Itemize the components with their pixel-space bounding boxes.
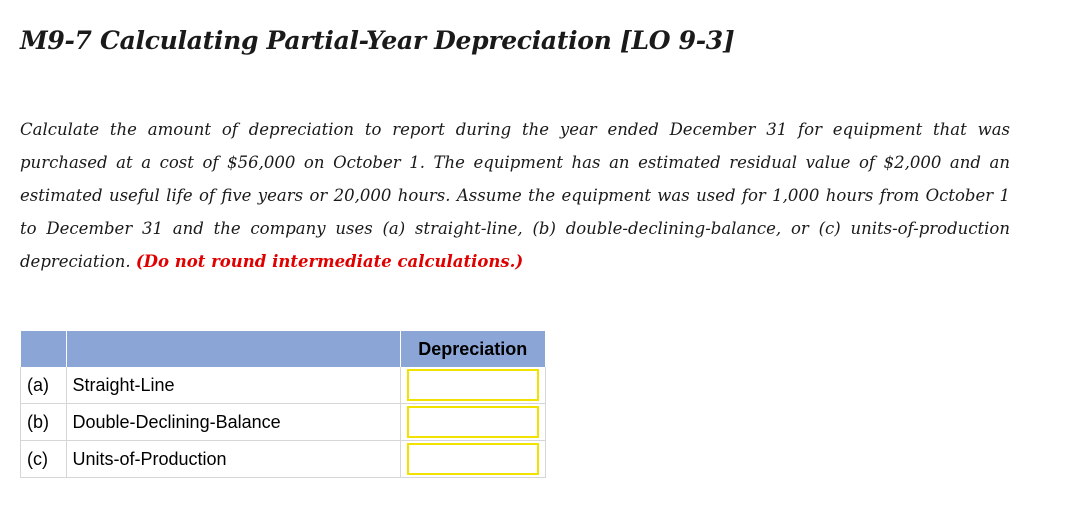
units-of-production-depreciation-input[interactable] bbox=[406, 443, 539, 475]
depreciation-cell bbox=[399, 403, 546, 441]
row-letter: (a) bbox=[20, 367, 66, 404]
rounding-note: (Do not round intermediate calculations.… bbox=[135, 252, 524, 271]
header-letter bbox=[20, 331, 67, 367]
depreciation-cell bbox=[399, 367, 546, 404]
question-prompt: Calculate the amount of depreciation to … bbox=[20, 113, 1010, 278]
row-method: Double-Declining-Balance bbox=[65, 403, 400, 441]
double-declining-balance-depreciation-input[interactable] bbox=[406, 406, 539, 438]
table-row: (c) Units-of-Production bbox=[20, 440, 546, 478]
row-letter: (c) bbox=[20, 440, 66, 478]
page-title: M9-7 Calculating Partial-Year Depreciati… bbox=[20, 26, 735, 55]
row-method: Straight-Line bbox=[65, 367, 400, 404]
header-depreciation: Depreciation bbox=[400, 331, 545, 367]
prompt-text: Calculate the amount of depreciation to … bbox=[20, 120, 1010, 271]
header-method bbox=[66, 331, 401, 367]
row-letter: (b) bbox=[20, 403, 66, 441]
table-row: (b) Double-Declining-Balance bbox=[20, 403, 546, 441]
row-method: Units-of-Production bbox=[65, 440, 400, 478]
depreciation-table: Depreciation (a) Straight-Line (b) Doubl… bbox=[20, 331, 546, 478]
table-header-row: Depreciation bbox=[20, 331, 545, 367]
table-row: (a) Straight-Line bbox=[20, 367, 546, 404]
depreciation-cell bbox=[399, 440, 546, 478]
straight-line-depreciation-input[interactable] bbox=[406, 369, 539, 401]
